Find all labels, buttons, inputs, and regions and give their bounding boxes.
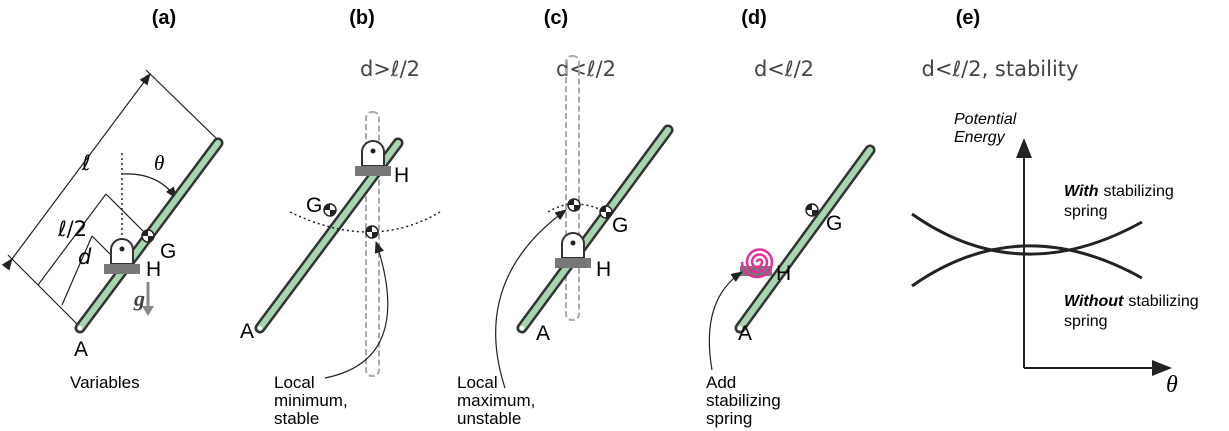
curve-text: stabilizing [1128, 293, 1198, 310]
caption: Variables [70, 373, 140, 392]
angle-label: θ [154, 151, 164, 175]
point-label: H [596, 258, 611, 281]
subtitle: d<ℓ/2, stability [922, 57, 1079, 81]
panel-label: (e) [956, 7, 980, 29]
curve-emphasis: With [1064, 183, 1099, 200]
panel-e: (e) d<ℓ/2, stability Potential Energy θ … [912, 7, 1199, 398]
point-label: H [776, 262, 791, 285]
subtitle: d<ℓ/2 [754, 57, 814, 81]
axis-label: Energy [954, 129, 1006, 146]
caption: stabilizing [706, 391, 781, 410]
dim-label: ℓ/2 [57, 217, 87, 241]
point-label: H [394, 164, 409, 187]
point-label: H [146, 258, 161, 281]
dim-label: ℓ [81, 151, 91, 175]
point-label: G [160, 240, 176, 263]
caption: Local [457, 373, 498, 392]
axis-label: Potential [954, 111, 1017, 128]
panel-d: (d) d<ℓ/2 A G H Add stabilizing spring [706, 7, 870, 428]
panel-label: (c) [544, 7, 568, 29]
gravity-label: g [133, 286, 145, 311]
subtitle: d<ℓ/2 [556, 57, 616, 81]
panel-b: (b) d>ℓ/2 A G H Local minimum, stable [240, 7, 440, 428]
panel-label: (b) [349, 7, 375, 29]
point-label: A [738, 322, 752, 345]
caption: spring [706, 409, 752, 428]
caption: maximum, [457, 391, 535, 410]
point-label: A [240, 320, 254, 343]
panel-a: (a) g θ ℓ ℓ/2 d A G H Variables [8, 7, 218, 392]
point-label: G [612, 214, 628, 237]
curve-emphasis: Without [1064, 293, 1124, 310]
caption: Local [274, 373, 315, 392]
point-label: G [826, 212, 842, 235]
caption: Add [706, 373, 736, 392]
dim-label: d [78, 245, 92, 269]
point-label: A [74, 338, 88, 361]
caption: unstable [457, 409, 521, 428]
caption: minimum, [274, 391, 348, 410]
diagram: (a) g θ ℓ ℓ/2 d A G H Variables (b) d>ℓ/… [0, 0, 1229, 431]
axis-label: θ [1166, 372, 1178, 398]
subtitle: d>ℓ/2 [360, 57, 420, 81]
point-label: A [536, 322, 550, 345]
panel-c: (c) d<ℓ/2 A G H Local maximum, unstable [457, 7, 668, 428]
panel-label: (a) [152, 7, 176, 29]
curve-text: stabilizing [1104, 183, 1174, 200]
curve-label: spring [1064, 203, 1108, 220]
curve-label: spring [1064, 313, 1108, 330]
panel-label: (d) [741, 7, 767, 29]
point-label: G [306, 194, 322, 217]
curve-label: With stabilizing [1064, 183, 1174, 200]
caption: stable [274, 409, 319, 428]
